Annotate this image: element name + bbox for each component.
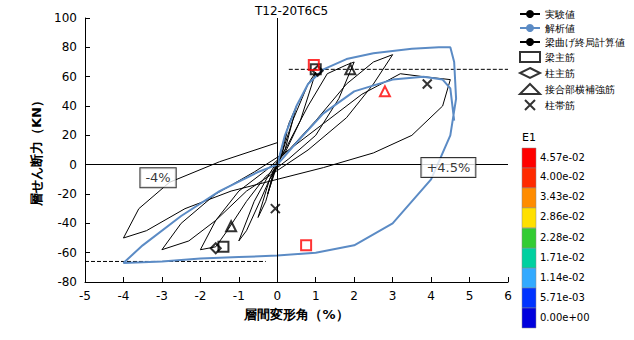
svg-text:1.71e-02: 1.71e-02 bbox=[540, 252, 585, 263]
svg-text:-4: -4 bbox=[117, 289, 129, 303]
svg-text:60: 60 bbox=[62, 70, 77, 84]
svg-text:5.71e-03: 5.71e-03 bbox=[540, 292, 585, 303]
svg-text:0: 0 bbox=[273, 289, 281, 303]
svg-text:4.00e-02: 4.00e-02 bbox=[540, 171, 585, 182]
svg-text:柱帯筋: 柱帯筋 bbox=[545, 100, 575, 111]
svg-text:2.86e-02: 2.86e-02 bbox=[540, 211, 585, 222]
svg-text:4.57e-02: 4.57e-02 bbox=[540, 152, 585, 163]
svg-text:接合部横補強筋: 接合部横補強筋 bbox=[545, 84, 615, 95]
svg-text:-80: -80 bbox=[57, 275, 77, 289]
svg-text:解析値: 解析値 bbox=[545, 23, 575, 34]
svg-text:-4%: -4% bbox=[145, 170, 170, 185]
svg-text:2.28e-02: 2.28e-02 bbox=[540, 232, 585, 243]
svg-text:-20: -20 bbox=[57, 187, 77, 201]
svg-text:-1: -1 bbox=[233, 289, 245, 303]
svg-text:梁曲げ終局計算値: 梁曲げ終局計算値 bbox=[545, 37, 625, 48]
svg-text:1.14e-02: 1.14e-02 bbox=[540, 272, 585, 283]
svg-text:梁主筋: 梁主筋 bbox=[545, 52, 575, 63]
svg-text:E1: E1 bbox=[522, 131, 536, 144]
svg-text:5: 5 bbox=[466, 289, 474, 303]
svg-text:1: 1 bbox=[312, 289, 320, 303]
svg-text:100: 100 bbox=[54, 11, 77, 25]
svg-text:80: 80 bbox=[62, 40, 77, 54]
svg-text:-5: -5 bbox=[79, 289, 91, 303]
svg-text:-40: -40 bbox=[57, 216, 77, 230]
svg-text:-3: -3 bbox=[156, 289, 168, 303]
svg-text:4: 4 bbox=[427, 289, 435, 303]
svg-text:T12-20T6C5: T12-20T6C5 bbox=[254, 4, 328, 18]
svg-text:柱主筋: 柱主筋 bbox=[545, 68, 575, 79]
svg-text:層間変形角（%）: 層間変形角（%） bbox=[243, 307, 348, 322]
svg-text:実験値: 実験値 bbox=[545, 9, 575, 20]
svg-text:0: 0 bbox=[69, 158, 77, 172]
svg-text:-60: -60 bbox=[57, 246, 77, 260]
svg-text:-2: -2 bbox=[194, 289, 206, 303]
svg-text:層せん断力（KN）: 層せん断力（KN） bbox=[29, 94, 44, 207]
svg-text:0.00e+00: 0.00e+00 bbox=[540, 312, 590, 323]
svg-text:40: 40 bbox=[62, 99, 77, 113]
svg-text:20: 20 bbox=[62, 128, 77, 142]
svg-text:2: 2 bbox=[350, 289, 358, 303]
svg-text:3: 3 bbox=[389, 289, 397, 303]
svg-text:6: 6 bbox=[504, 289, 512, 303]
svg-text:3.43e-02: 3.43e-02 bbox=[540, 191, 585, 202]
svg-text:+4.5%: +4.5% bbox=[426, 160, 470, 175]
